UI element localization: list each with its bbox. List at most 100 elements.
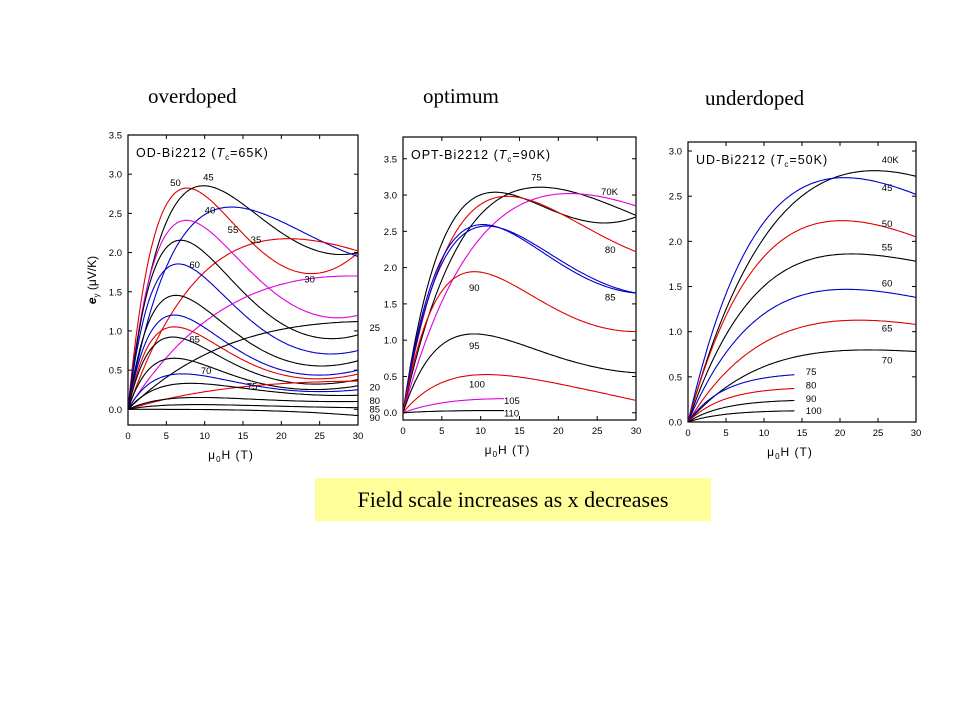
series-line: [127, 357, 359, 409]
series-label: 70: [201, 366, 212, 377]
series-line: [127, 275, 359, 409]
chart-panel-optimum: 0 5 10 15 20 25 30 0.0 0.5 1.0 1.5 2.0 2.5 3.0 3.5 75 70…: [355, 125, 655, 475]
x-tick-label: 15: [797, 428, 808, 439]
y-tick-label: 0.5: [109, 366, 122, 377]
panel-title: OD-Bi2212 (Tc=65K): [136, 146, 269, 162]
series-line: [127, 219, 359, 406]
y-tick-label: 1.0: [109, 326, 122, 337]
y-tick-label: 1.5: [109, 287, 122, 298]
series-label: 45: [882, 183, 893, 194]
series-label: 75: [531, 173, 542, 184]
x-tick-label: 5: [439, 426, 444, 437]
y-tick-label: 2.0: [669, 237, 682, 248]
y-tick-label: 2.5: [669, 192, 682, 203]
x-tick-label: 10: [759, 428, 770, 439]
y-tick-label: 3.5: [109, 131, 122, 142]
x-axis-label: μ0H (T): [767, 445, 813, 461]
series-label: 35: [251, 235, 262, 246]
series-label: 70: [882, 355, 893, 366]
x-tick-label: 30: [911, 428, 922, 439]
series-line: [127, 373, 359, 409]
heading-underdoped: underdoped: [705, 86, 805, 110]
series-line: [128, 320, 359, 410]
series-line: [688, 399, 795, 423]
series-line: [687, 319, 917, 422]
series-label: 100: [806, 406, 822, 417]
series-label: 40: [205, 205, 216, 216]
series-label: 40K: [882, 155, 900, 166]
chart-overdoped: 0 5 10 15 20 25 30 0.0 0.5 1.0 1.5 2.0 2.5 3.0 3.5 50 45…: [85, 131, 381, 465]
heading-overdoped: overdoped: [148, 84, 237, 108]
series-label: 80: [370, 396, 381, 407]
chart-panel-underdoped: 0 5 10 15 20 25 30 0.0 0.5 1.0 1.5 2.0 2.5 3.0 40K 45 50…: [640, 125, 940, 470]
series-label: 75: [806, 367, 817, 378]
series-label: 20: [370, 383, 381, 394]
series-label: 80: [806, 381, 817, 392]
series-line: [128, 396, 358, 410]
series-label: 110: [504, 408, 519, 419]
series-label: 95: [469, 341, 480, 352]
series-line: [402, 224, 637, 411]
y-tick-label: 0.5: [384, 372, 397, 383]
chart-underdoped: 0 5 10 15 20 25 30 0.0 0.5 1.0 1.5 2.0 2.5 3.0 40K 45 50…: [669, 141, 922, 461]
series-label: 70K: [601, 187, 619, 198]
x-axis-label: μ0H (T): [208, 448, 254, 464]
x-tick-label: 20: [553, 426, 564, 437]
x-tick-label: 0: [685, 428, 690, 439]
series-line: [687, 253, 917, 422]
series-line: [402, 186, 637, 412]
heading-optimum: optimum: [423, 84, 499, 108]
series-line: [687, 349, 917, 422]
x-axis-label: μ0H (T): [485, 443, 531, 459]
x-tick-label: 25: [314, 431, 325, 442]
chart-optimum: 0 5 10 15 20 25 30 0.0 0.5 1.0 1.5 2.0 2.5 3.0 3.5 75 70…: [384, 136, 642, 459]
series-line: [128, 408, 359, 417]
series-line: [127, 239, 359, 407]
series-line: [403, 410, 504, 414]
y-tick-label: 2.0: [109, 248, 122, 259]
y-tick-label: 1.0: [384, 336, 397, 347]
y-tick-label: 2.5: [384, 227, 397, 238]
series-label: 55: [228, 225, 239, 236]
series-label: 90: [469, 283, 480, 294]
series-label: 105: [504, 396, 520, 407]
x-tick-label: 0: [400, 426, 405, 437]
y-tick-label: 1.5: [384, 299, 397, 310]
series-label: 55: [882, 242, 893, 253]
series-label: 65: [189, 335, 200, 346]
series-line: [402, 271, 636, 411]
x-tick-label: 30: [353, 431, 364, 442]
series-label: 75: [247, 382, 258, 393]
series-label: 90: [806, 394, 817, 405]
series-line: [127, 382, 359, 410]
series-label: 60: [189, 260, 200, 271]
series-line: [127, 294, 359, 407]
x-tick-label: 10: [475, 426, 486, 437]
x-tick-label: 25: [592, 426, 603, 437]
series-line: [687, 177, 917, 421]
y-tick-label: 1.5: [669, 282, 682, 293]
series-line: [127, 185, 359, 407]
x-tick-label: 30: [631, 426, 642, 437]
series-label: 30: [304, 274, 315, 285]
series-line: [127, 336, 359, 408]
x-tick-label: 15: [238, 431, 249, 442]
x-tick-label: 20: [276, 431, 287, 442]
y-tick-label: 2.5: [109, 209, 122, 220]
series-line: [127, 263, 359, 407]
series-line: [687, 220, 917, 421]
y-tick-label: 3.0: [669, 147, 682, 158]
y-tick-label: 3.5: [384, 154, 397, 165]
x-tick-label: 15: [514, 426, 525, 437]
series-line: [403, 398, 504, 414]
panel-title: UD-Bi2212 (Tc=50K): [696, 153, 828, 169]
x-tick-label: 20: [835, 428, 846, 439]
series-line: [128, 404, 359, 410]
series-label: 85: [370, 404, 381, 415]
series-label: 45: [203, 172, 214, 183]
series-line: [127, 326, 359, 408]
series-line: [687, 374, 795, 422]
series-label: 60: [882, 279, 893, 290]
series-line: [688, 387, 795, 423]
series-label: 90: [370, 413, 381, 424]
